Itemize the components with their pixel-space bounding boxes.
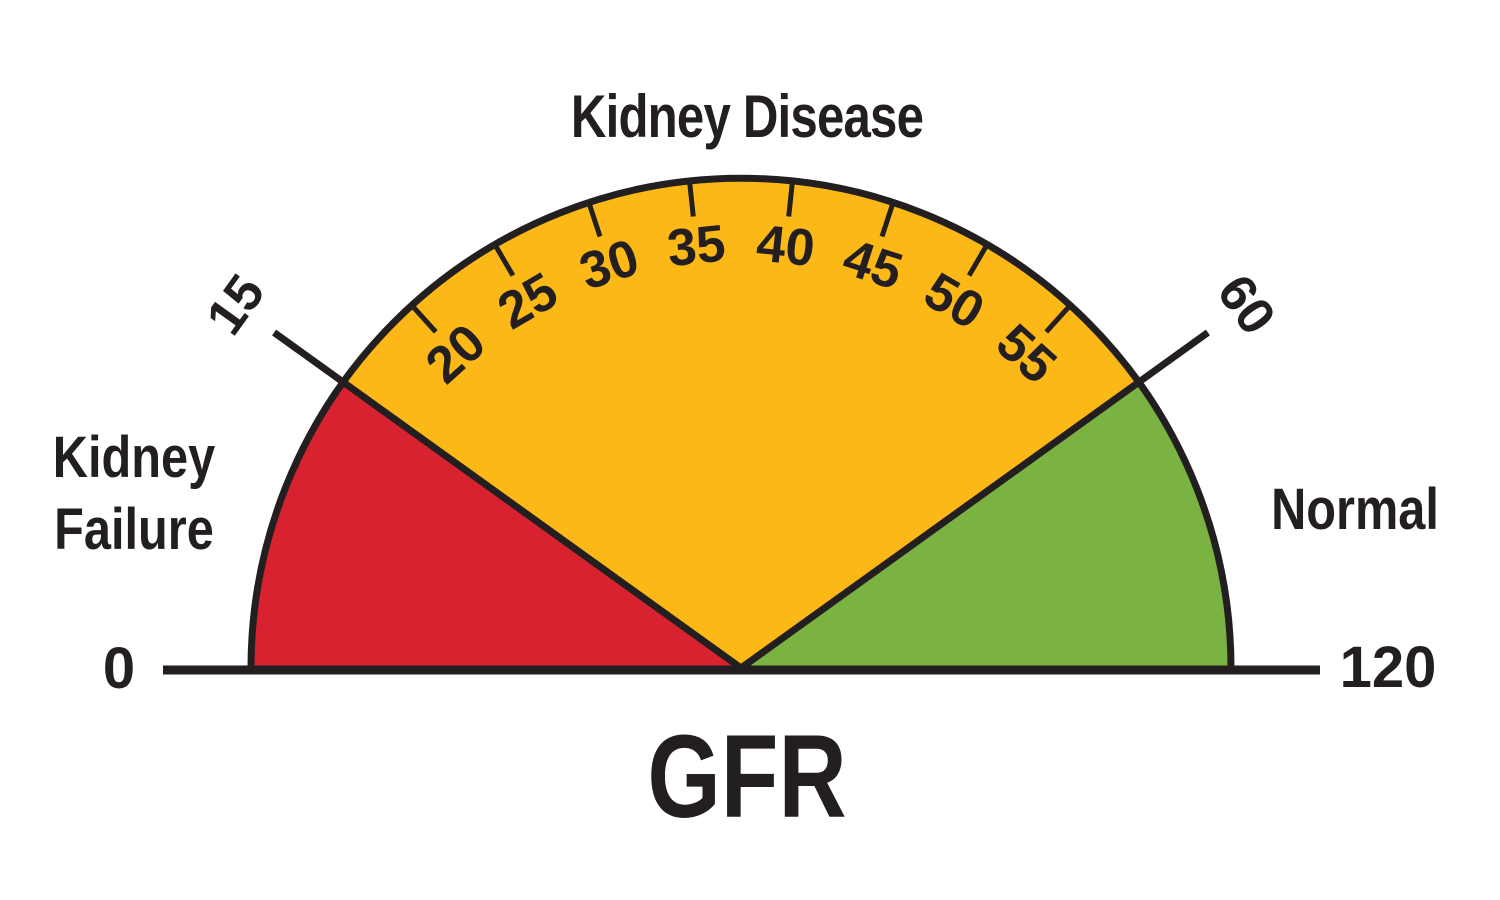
tick-mark-30 <box>587 204 603 238</box>
scale-max-label: 120 <box>1339 635 1437 700</box>
zone-label-kidney-disease: Kidney Disease <box>570 83 924 150</box>
zone-kidney-disease <box>343 178 1139 668</box>
tick-label-35: 35 <box>665 214 729 278</box>
tick-label-40: 40 <box>754 214 818 278</box>
zone-label-kidney-failure: Kidney Failure <box>52 425 216 562</box>
zone-normal <box>741 382 1231 668</box>
tick-mark-25 <box>494 245 516 277</box>
chart-title: GFR <box>647 711 847 843</box>
tick-mark-35 <box>687 183 696 217</box>
tick-mark-55 <box>1044 305 1071 334</box>
threshold-line-60 <box>738 329 1210 671</box>
threshold-label-60: 60 <box>1206 265 1287 346</box>
scale-min-label: 0 <box>102 636 136 701</box>
threshold-line-15 <box>272 329 744 671</box>
zone-label-normal: Normal <box>1271 477 1439 542</box>
tick-mark-50 <box>966 245 988 277</box>
tick-mark-45 <box>879 204 895 238</box>
tick-mark-40 <box>786 183 795 217</box>
threshold-label-15: 15 <box>195 265 276 346</box>
tick-mark-20 <box>411 305 438 334</box>
zone-kidney-failure <box>251 382 741 668</box>
gauge-arc <box>247 174 1235 669</box>
